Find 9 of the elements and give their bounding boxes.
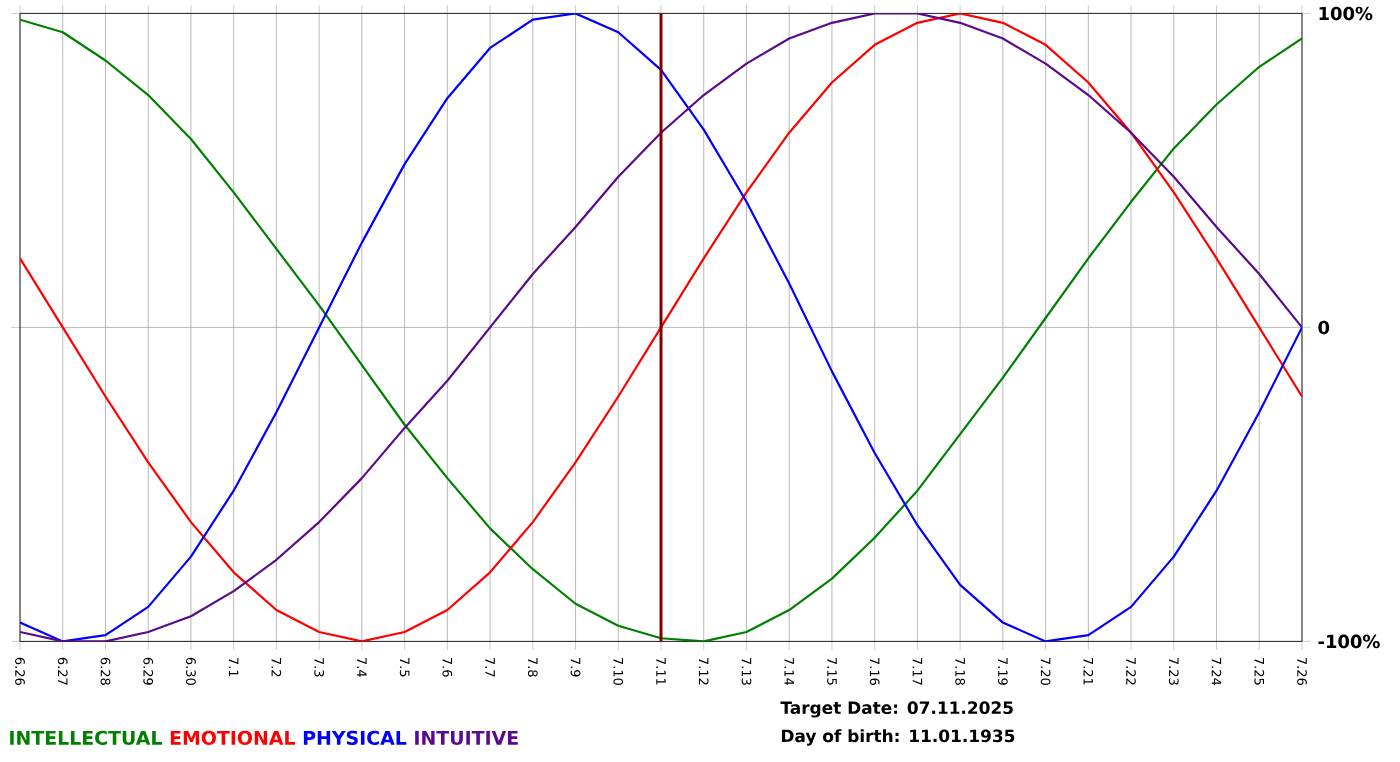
text: Target Date: 07.11.2025 — [780, 701, 1013, 718]
y-tick-label: -100% — [1318, 634, 1380, 649]
text: Day of birth: 11.01.1935 — [781, 729, 1015, 746]
text: INTELLECTUAL — [10, 730, 162, 746]
y-tick-label: 100% — [1319, 6, 1373, 21]
text: EMOTIONAL — [170, 730, 296, 746]
text: INTUITIVE — [415, 731, 518, 746]
y-tick-label: 0 — [1318, 320, 1330, 335]
text: PHYSICAL — [303, 730, 407, 746]
